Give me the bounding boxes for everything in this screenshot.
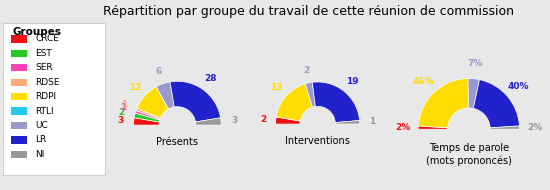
Wedge shape xyxy=(419,78,469,128)
Bar xyxy=(11,79,27,86)
Bar xyxy=(11,93,27,100)
Bar xyxy=(11,64,27,71)
Text: Présents: Présents xyxy=(156,137,199,147)
Text: 7%: 7% xyxy=(468,59,483,68)
Text: 1: 1 xyxy=(120,103,126,112)
Text: Répartition par groupe du travail de cette réunion de commission: Répartition par groupe du travail de cet… xyxy=(102,5,514,18)
Text: SER: SER xyxy=(35,63,53,72)
Text: 2%: 2% xyxy=(395,123,411,132)
Text: 13: 13 xyxy=(270,83,283,92)
Wedge shape xyxy=(170,81,221,122)
Wedge shape xyxy=(312,82,360,123)
Text: 3: 3 xyxy=(231,116,237,125)
Wedge shape xyxy=(134,118,160,125)
Wedge shape xyxy=(474,80,519,128)
Text: RDPI: RDPI xyxy=(35,92,57,101)
Text: UC: UC xyxy=(35,121,48,130)
Text: LR: LR xyxy=(35,135,47,144)
Bar xyxy=(11,136,27,144)
Bar xyxy=(11,122,27,129)
Wedge shape xyxy=(135,111,160,120)
Wedge shape xyxy=(276,117,300,124)
Text: 28: 28 xyxy=(204,74,217,83)
Wedge shape xyxy=(134,113,159,122)
Wedge shape xyxy=(156,82,174,109)
Bar xyxy=(11,50,27,57)
Text: CRCE: CRCE xyxy=(35,34,59,43)
Text: 19: 19 xyxy=(346,77,359,86)
Wedge shape xyxy=(490,126,520,129)
Text: 3: 3 xyxy=(118,116,124,125)
Wedge shape xyxy=(136,108,161,119)
Text: 1: 1 xyxy=(121,100,127,109)
Text: RDSE: RDSE xyxy=(35,78,60,87)
Text: 40%: 40% xyxy=(508,82,530,91)
Wedge shape xyxy=(195,118,221,125)
Wedge shape xyxy=(336,120,360,124)
Text: RTLI: RTLI xyxy=(35,107,54,116)
Text: 2: 2 xyxy=(303,66,309,75)
Wedge shape xyxy=(468,78,480,108)
Text: 2%: 2% xyxy=(527,123,542,132)
Text: Groupes: Groupes xyxy=(13,27,62,37)
Text: 46%: 46% xyxy=(412,77,434,86)
Text: 2: 2 xyxy=(119,108,125,117)
Text: Interventions: Interventions xyxy=(285,136,350,146)
Bar xyxy=(11,108,27,115)
Text: Temps de parole
(mots prononcés): Temps de parole (mots prononcés) xyxy=(426,143,512,166)
Wedge shape xyxy=(305,82,315,107)
Wedge shape xyxy=(137,87,168,118)
Wedge shape xyxy=(418,126,448,129)
Bar xyxy=(11,35,27,43)
Text: NI: NI xyxy=(35,150,45,159)
Text: 6: 6 xyxy=(156,67,162,76)
Bar xyxy=(11,151,27,158)
Text: 2: 2 xyxy=(260,115,266,124)
Text: 12: 12 xyxy=(129,83,141,92)
Text: 1: 1 xyxy=(369,117,376,126)
Wedge shape xyxy=(276,84,312,121)
Text: EST: EST xyxy=(35,49,52,58)
